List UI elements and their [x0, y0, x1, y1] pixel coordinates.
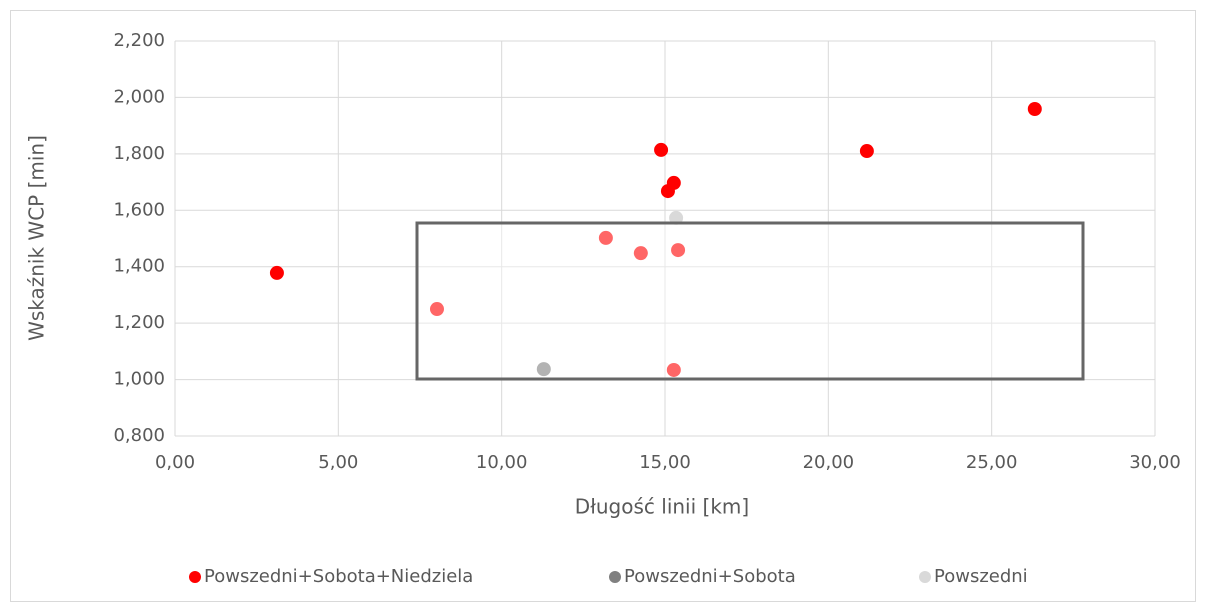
chart-frame [10, 10, 1196, 602]
grid: 0,800 1,000 1,200 1,400 1,600 1,800 2,000 2,200… [113, 30, 1180, 473]
point [666, 362, 681, 377]
legend-marker [609, 571, 621, 583]
point [666, 175, 681, 190]
x-tick-label: 20,00 [803, 452, 855, 473]
y-tick-label: 1,800 [113, 143, 165, 164]
x-tick-label: 5,00 [318, 452, 358, 473]
point [654, 142, 669, 157]
points [269, 101, 1042, 377]
x-tick-label: 25,00 [966, 452, 1018, 473]
y-tick-label: 1,400 [113, 256, 165, 277]
point [269, 265, 284, 280]
x-tick-label: 0,00 [155, 452, 195, 473]
y-tick-label: 1,000 [113, 369, 165, 390]
point [429, 302, 444, 317]
point [598, 230, 613, 245]
point [669, 210, 684, 225]
y-tick-label: 1,200 [113, 312, 165, 333]
point [1027, 101, 1042, 116]
legend-label: Powszedni+Sobota [624, 566, 796, 587]
legend-marker [189, 571, 201, 583]
y-tick-label: 2,200 [113, 30, 165, 51]
y-tick-label: 2,000 [113, 86, 165, 107]
point [536, 362, 551, 377]
legend-marker [919, 571, 931, 583]
point [671, 243, 686, 258]
x-tick-label: 15,00 [639, 452, 691, 473]
x-tick-label: 30,00 [1129, 452, 1181, 473]
y-axis-label: Wskaźnik WCP [min] [25, 135, 49, 341]
legend-label: Powszedni [934, 566, 1028, 587]
point [633, 246, 648, 261]
highlight-box [415, 221, 1085, 381]
y-tick-label: 0,800 [113, 425, 165, 446]
legend-label: Powszedni+Sobota+Niedziela [204, 566, 473, 587]
legend: Powszedni+Sobota+Niedziela Powszedni+Sobo… [189, 566, 1028, 587]
x-axis-label: Długość linii [km] [575, 495, 749, 519]
point [859, 144, 874, 159]
x-tick-label: 10,00 [476, 452, 528, 473]
y-tick-label: 1,600 [113, 199, 165, 220]
